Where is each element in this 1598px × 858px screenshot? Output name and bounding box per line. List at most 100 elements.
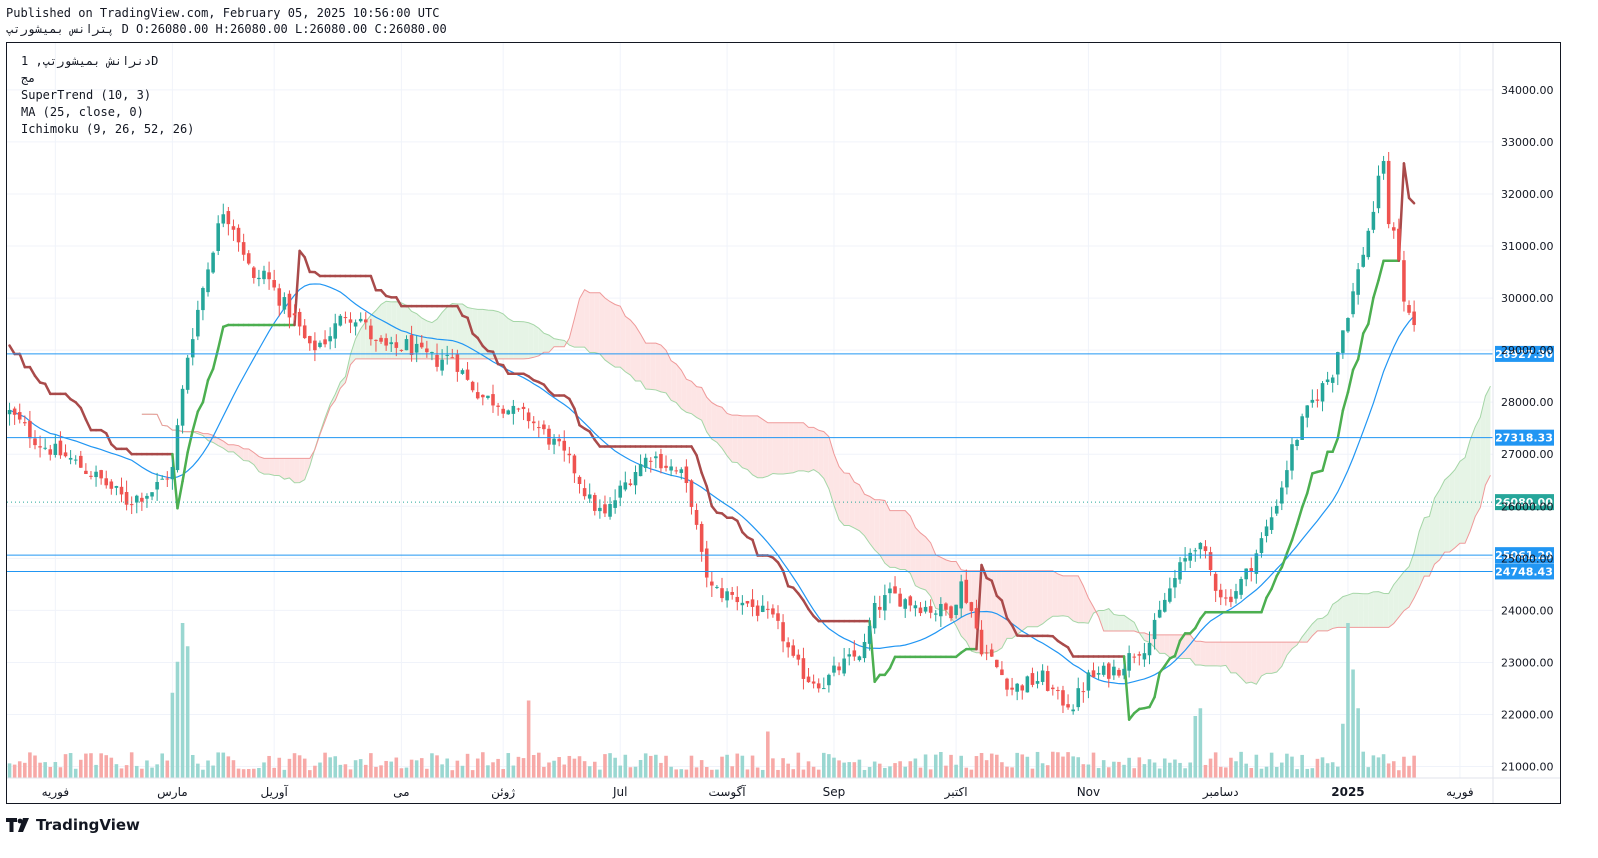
candle[interactable] <box>221 214 226 224</box>
candle[interactable] <box>257 277 261 280</box>
candle[interactable] <box>633 472 638 486</box>
candle[interactable] <box>389 342 394 345</box>
candle[interactable] <box>669 466 673 471</box>
candle[interactable] <box>979 629 984 655</box>
candle[interactable] <box>119 486 124 495</box>
candle[interactable] <box>430 352 434 354</box>
candle[interactable] <box>1066 704 1070 708</box>
candle[interactable] <box>282 297 287 310</box>
candle[interactable] <box>140 497 144 502</box>
candle[interactable] <box>1193 550 1198 552</box>
candle[interactable] <box>1020 685 1025 691</box>
candle[interactable] <box>414 343 419 353</box>
candle[interactable] <box>867 625 872 644</box>
candle[interactable] <box>1183 558 1187 562</box>
candle[interactable] <box>1025 676 1030 693</box>
candle[interactable] <box>48 449 53 455</box>
candle[interactable] <box>180 388 185 426</box>
candle[interactable] <box>425 348 429 353</box>
candle[interactable] <box>313 340 317 351</box>
candle[interactable] <box>470 381 475 391</box>
candle[interactable] <box>862 641 867 659</box>
candle[interactable] <box>17 412 22 420</box>
candle[interactable] <box>1356 269 1360 295</box>
candle[interactable] <box>1096 673 1101 675</box>
candle[interactable] <box>394 342 399 348</box>
candle[interactable] <box>1178 562 1182 580</box>
candle[interactable] <box>715 586 719 588</box>
candle[interactable] <box>1366 230 1371 258</box>
candle[interactable] <box>903 599 907 609</box>
candle[interactable] <box>806 676 811 683</box>
candle[interactable] <box>33 438 37 446</box>
candle[interactable] <box>1056 690 1060 692</box>
candle[interactable] <box>252 267 256 278</box>
candle[interactable] <box>837 666 841 671</box>
candle[interactable] <box>857 656 862 661</box>
candle[interactable] <box>160 478 164 480</box>
candle[interactable] <box>771 608 775 615</box>
candle[interactable] <box>104 478 109 486</box>
candle[interactable] <box>577 476 582 485</box>
candle[interactable] <box>84 470 88 474</box>
candle[interactable] <box>984 652 989 654</box>
candle[interactable] <box>516 408 521 410</box>
candle[interactable] <box>1091 670 1096 678</box>
candle[interactable] <box>526 412 531 422</box>
candle[interactable] <box>323 339 327 345</box>
candle[interactable] <box>720 588 724 599</box>
candle[interactable] <box>114 485 119 488</box>
candle[interactable] <box>1310 399 1315 403</box>
candle[interactable] <box>694 509 699 525</box>
candle[interactable] <box>995 659 999 668</box>
candle[interactable] <box>521 406 526 410</box>
candle[interactable] <box>679 469 684 473</box>
candle[interactable] <box>572 455 577 474</box>
candle[interactable] <box>496 405 500 407</box>
candle[interactable] <box>928 606 933 613</box>
candle[interactable] <box>369 325 373 340</box>
candle[interactable] <box>827 674 831 686</box>
candle[interactable] <box>542 424 546 430</box>
candle[interactable] <box>297 311 302 327</box>
candle[interactable] <box>888 588 892 594</box>
candle[interactable] <box>440 359 444 371</box>
candle[interactable] <box>1015 683 1019 692</box>
candle[interactable] <box>801 658 806 679</box>
candle[interactable] <box>511 405 516 414</box>
candle[interactable] <box>1198 542 1203 550</box>
candle[interactable] <box>292 313 297 316</box>
candle[interactable] <box>1376 175 1381 209</box>
candle[interactable] <box>786 642 790 648</box>
candle[interactable] <box>593 495 597 511</box>
candle[interactable] <box>710 581 714 586</box>
candle[interactable] <box>918 607 923 614</box>
candle[interactable] <box>816 683 821 689</box>
candle[interactable] <box>1259 538 1264 554</box>
candle[interactable] <box>246 253 251 264</box>
candle[interactable] <box>262 270 266 280</box>
candle[interactable] <box>648 460 653 462</box>
candle[interactable] <box>308 336 312 344</box>
candle[interactable] <box>1127 653 1131 671</box>
candle[interactable] <box>267 272 271 280</box>
price-chart[interactable]: 28927.30 27318.33 25061.29 24748.43 26080.00… <box>7 43 1560 803</box>
candle[interactable] <box>38 446 42 448</box>
candle[interactable] <box>654 456 658 459</box>
candle[interactable] <box>740 602 745 606</box>
candle[interactable] <box>776 613 780 621</box>
candle[interactable] <box>1045 671 1050 691</box>
candle[interactable] <box>613 500 617 508</box>
candle[interactable] <box>226 211 231 225</box>
candle[interactable] <box>1386 160 1391 225</box>
candle[interactable] <box>450 357 455 359</box>
candle[interactable] <box>552 438 556 445</box>
candle[interactable] <box>175 425 180 471</box>
candle[interactable] <box>1274 505 1279 514</box>
candle[interactable] <box>338 315 343 326</box>
candle[interactable] <box>211 252 215 273</box>
candle[interactable] <box>170 466 175 480</box>
candle[interactable] <box>419 342 424 348</box>
candle[interactable] <box>791 645 796 656</box>
candle[interactable] <box>674 470 678 472</box>
